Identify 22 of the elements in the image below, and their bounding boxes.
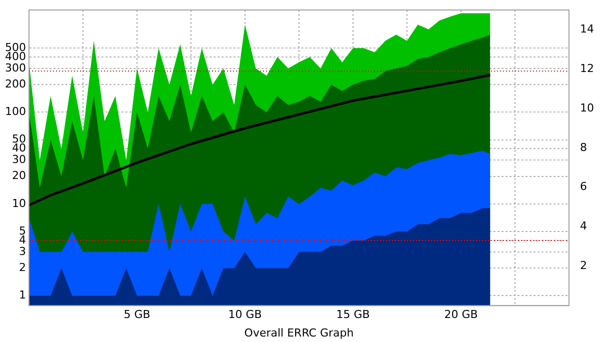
y-tick-label: 2: [18, 260, 26, 274]
x-tick-label: 10 GB: [228, 308, 262, 322]
y2-tick-label: 10: [580, 101, 594, 114]
y-tick-label: 1: [18, 288, 26, 302]
y-tick-label: 40: [12, 142, 26, 155]
x-tick-label: 15 GB: [336, 308, 370, 322]
x-tick-label: 20 GB: [444, 308, 478, 322]
y-tick-label: 3: [18, 244, 26, 258]
y-tick-label: 10: [12, 196, 26, 210]
y2-tick-label: 12: [580, 62, 594, 75]
y-tick-label: 30: [12, 153, 26, 166]
y-tick-label: 200: [4, 77, 26, 90]
y2-tick-label: 4: [580, 220, 588, 233]
y-tick-label: 20: [12, 169, 26, 182]
y2-tick-label: 8: [580, 140, 588, 154]
y2-tick-label: 2: [580, 259, 588, 272]
y2-tick-label: 14: [580, 22, 594, 36]
y-tick-label: 100: [4, 105, 26, 118]
y2-tick-label: 6: [580, 180, 588, 194]
y-tick-label: 300: [4, 61, 26, 74]
x-axis-title: Overall ERRC Graph: [244, 326, 354, 340]
x-tick-label: 5 GB: [124, 308, 150, 322]
